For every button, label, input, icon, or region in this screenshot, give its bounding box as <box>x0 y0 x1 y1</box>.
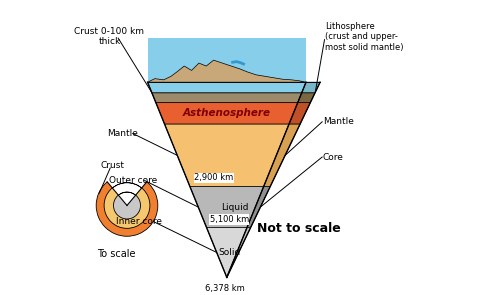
Text: Asthenosphere: Asthenosphere <box>183 108 271 118</box>
Polygon shape <box>147 60 306 82</box>
Polygon shape <box>206 227 247 277</box>
Text: 6,378 km: 6,378 km <box>205 284 245 293</box>
Text: Inner core: Inner core <box>116 217 162 226</box>
Polygon shape <box>165 124 289 187</box>
Text: To scale: To scale <box>97 249 135 259</box>
Polygon shape <box>289 103 311 124</box>
Wedge shape <box>96 175 158 236</box>
Polygon shape <box>264 124 300 187</box>
Polygon shape <box>298 93 315 103</box>
Text: Core: Core <box>323 153 344 162</box>
Wedge shape <box>113 192 141 219</box>
Polygon shape <box>152 93 301 103</box>
Polygon shape <box>190 187 264 227</box>
Polygon shape <box>156 103 298 124</box>
Text: Solid: Solid <box>219 248 241 257</box>
Wedge shape <box>106 173 148 205</box>
Text: 5,100 km: 5,100 km <box>210 215 249 224</box>
Text: Mantle: Mantle <box>323 117 354 126</box>
Text: Lithosphere
(crust and upper-
most solid mantle): Lithosphere (crust and upper- most solid… <box>325 22 404 52</box>
Wedge shape <box>104 183 150 228</box>
Polygon shape <box>247 187 270 227</box>
Text: Crust 0-100 km
thick: Crust 0-100 km thick <box>74 27 144 46</box>
Polygon shape <box>147 82 306 93</box>
Text: Liquid: Liquid <box>222 203 249 212</box>
Text: Crust: Crust <box>101 161 125 170</box>
Text: 2,900 km: 2,900 km <box>194 173 234 183</box>
Text: Not to scale: Not to scale <box>257 222 341 235</box>
Polygon shape <box>227 227 251 277</box>
Polygon shape <box>301 82 320 93</box>
Text: Outer core: Outer core <box>109 176 157 185</box>
Polygon shape <box>147 38 306 82</box>
Polygon shape <box>147 78 306 82</box>
Text: Mantle: Mantle <box>107 129 138 138</box>
